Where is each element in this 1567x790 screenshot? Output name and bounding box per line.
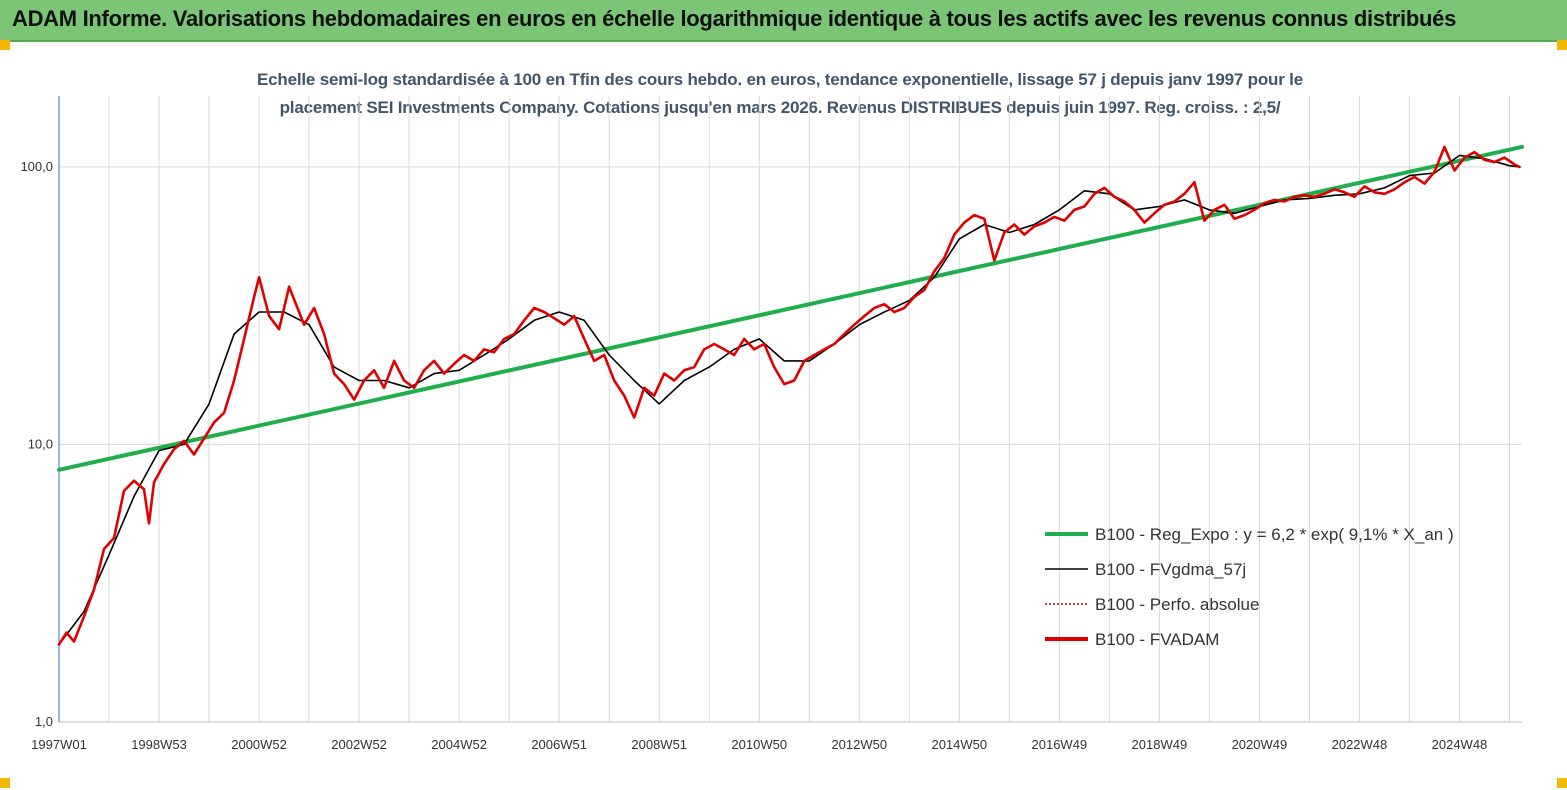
x-tick-label: 2016W49 bbox=[1032, 737, 1088, 752]
legend: B100 - Reg_Expo : y = 6,2 * exp( 9,1% * … bbox=[1045, 525, 1454, 649]
x-tick-label: 2022W48 bbox=[1332, 737, 1388, 752]
tick-labels: 1,0 10,0 100,0 1997W01 1998W53 2000W52 2002W52… bbox=[20, 159, 1487, 752]
y-tick-label: 100,0 bbox=[20, 159, 53, 174]
title-bar: ADAM Informe. Valorisations hebdomadaire… bbox=[0, 0, 1567, 42]
corner-marker-bottom-left bbox=[0, 778, 10, 788]
y-tick-label: 10,0 bbox=[28, 436, 53, 451]
legend-entry: B100 - FVADAM bbox=[1095, 630, 1219, 649]
x-tick-label: 1997W01 bbox=[31, 737, 87, 752]
x-tick-label: 1998W53 bbox=[131, 737, 187, 752]
series-layer bbox=[57, 144, 1524, 646]
corner-marker-bottom-right bbox=[1557, 778, 1567, 788]
legend-entry: B100 - Reg_Expo : y = 6,2 * exp( 9,1% * … bbox=[1095, 525, 1454, 544]
x-tick-label: 2018W49 bbox=[1132, 737, 1188, 752]
legend-entry: B100 - FVgdma_57j bbox=[1095, 560, 1246, 579]
y-tick-label: 1,0 bbox=[35, 714, 53, 729]
x-tick-label: 2024W48 bbox=[1432, 737, 1488, 752]
x-tick-label: 2012W50 bbox=[831, 737, 887, 752]
chart-title-line-2: placement SEI Investments Company. Cotat… bbox=[279, 98, 1281, 117]
corner-marker-top-right bbox=[1557, 40, 1567, 50]
chart-title-line-1: Echelle semi-log standardisée à 100 en T… bbox=[257, 70, 1303, 89]
axes bbox=[58, 96, 1522, 723]
x-tick-label: 2020W49 bbox=[1232, 737, 1288, 752]
legend-entry: B100 - Perfo. absolue bbox=[1095, 595, 1259, 614]
x-tick-label: 2014W50 bbox=[931, 737, 987, 752]
x-tick-label: 2010W50 bbox=[731, 737, 787, 752]
x-tick-label: 2008W51 bbox=[631, 737, 687, 752]
x-tick-label: 2006W51 bbox=[531, 737, 587, 752]
grid-lines bbox=[59, 96, 1522, 723]
series-line-3 bbox=[57, 145, 1521, 646]
x-tick-label: 2004W52 bbox=[431, 737, 487, 752]
page-title: ADAM Informe. Valorisations hebdomadaire… bbox=[12, 6, 1457, 31]
chart-title: Echelle semi-log standardisée à 100 en T… bbox=[190, 66, 1370, 122]
corner-marker-top-left bbox=[0, 40, 10, 50]
x-tick-label: 2000W52 bbox=[231, 737, 287, 752]
series-line-1 bbox=[58, 154, 1521, 646]
x-tick-label: 2002W52 bbox=[331, 737, 387, 752]
